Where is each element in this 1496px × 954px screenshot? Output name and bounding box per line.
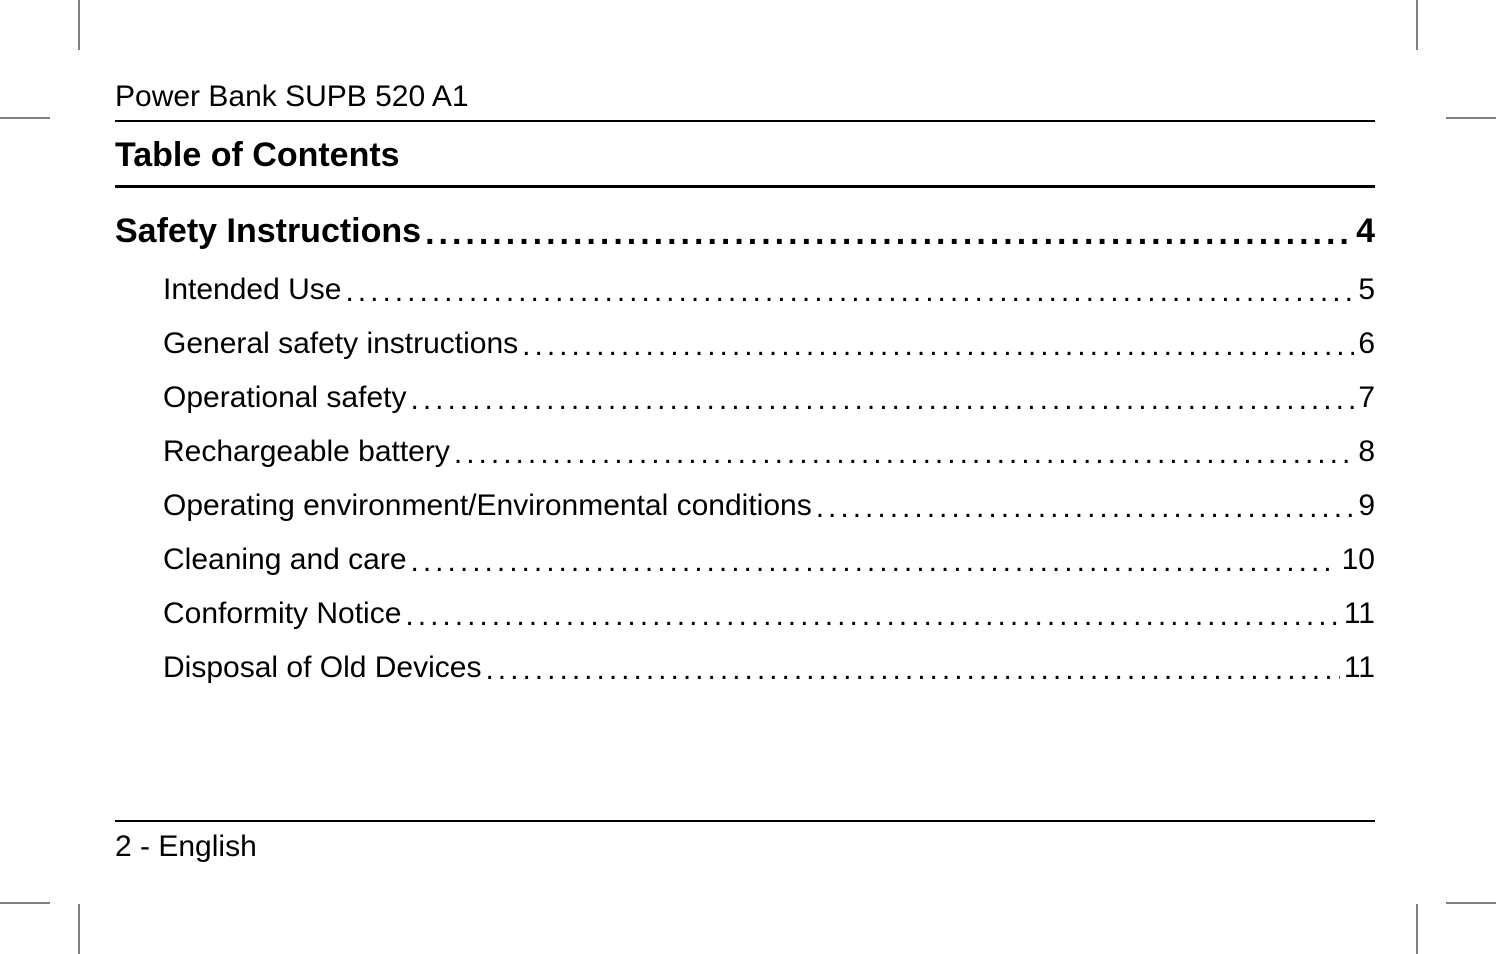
toc-item-label: Rechargeable battery [163,435,450,469]
footer-separator: - [132,830,159,863]
footer-language: English [158,830,256,863]
toc-item-row: Intended Use 5 [163,273,1375,307]
crop-mark [1416,904,1418,954]
product-name-header: Power Bank SUPB 520 A1 [115,80,1375,122]
toc-item-row: Disposal of Old Devices 11 [163,651,1375,685]
toc-item-label: Cleaning and care [163,543,407,577]
toc-item-page: 9 [1354,489,1375,523]
toc-leader [450,437,1354,471]
toc-item-row: General safety instructions 6 [163,327,1375,361]
toc-item-label: Operating environment/Environmental cond… [163,489,812,523]
toc-item-page: 10 [1338,543,1375,577]
toc-leader [401,599,1339,633]
crop-mark [1446,902,1496,904]
toc-section-page: 4 [1352,212,1375,251]
crop-mark [78,904,80,954]
toc-item-row: Conformity Notice 11 [163,597,1375,631]
toc-item-page: 6 [1354,327,1375,361]
toc-leader [406,383,1354,417]
crop-mark [1446,117,1496,119]
toc-item-label: Operational safety [163,381,406,415]
toc-item-page: 5 [1354,273,1375,307]
toc-leader [518,329,1354,363]
toc-item-row: Cleaning and care 10 [163,543,1375,577]
toc-item-page: 8 [1354,435,1375,469]
page-footer: 2 - English [115,820,1375,864]
toc-item-label: Conformity Notice [163,597,401,631]
toc-section-row: Safety Instructions 4 [115,212,1375,251]
toc-item-label: General safety instructions [163,327,518,361]
toc-leader [341,275,1354,309]
footer-page-number: 2 [115,830,132,863]
toc-leader [481,653,1339,687]
crop-mark [1416,0,1418,50]
toc-item-page: 11 [1340,597,1375,631]
toc-leader [421,214,1352,253]
toc-item-row: Rechargeable battery 8 [163,435,1375,469]
toc-section-label: Safety Instructions [115,212,421,251]
toc-item-page: 11 [1340,651,1375,685]
toc-item-label: Intended Use [163,273,341,307]
page-content: Power Bank SUPB 520 A1 Table of Contents… [115,80,1375,705]
toc-leader [812,491,1355,525]
toc-item-page: 7 [1354,381,1375,415]
crop-mark [0,117,50,119]
toc-title: Table of Contents [115,136,1375,188]
toc-item-row: Operational safety 7 [163,381,1375,415]
toc-leader [407,545,1338,579]
crop-mark [78,0,80,50]
crop-mark [0,902,50,904]
toc-item-row: Operating environment/Environmental cond… [163,489,1375,523]
toc-item-label: Disposal of Old Devices [163,651,481,685]
